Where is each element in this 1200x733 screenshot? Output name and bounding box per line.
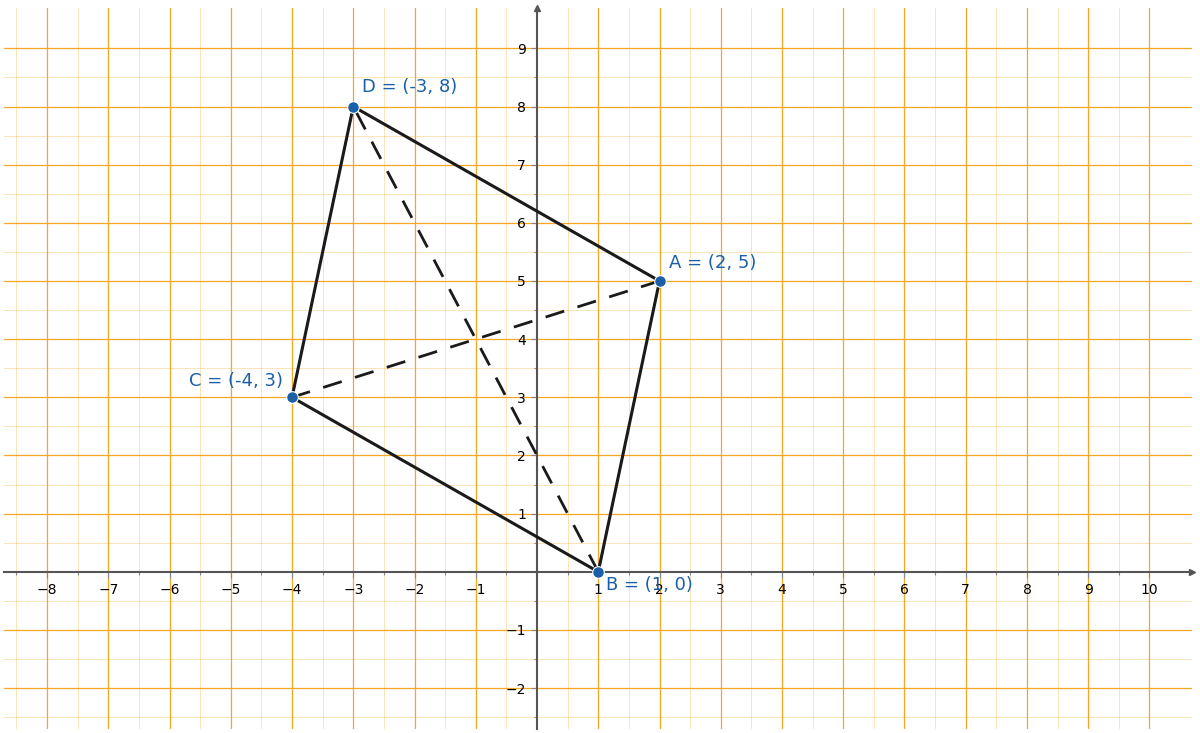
Point <box>343 100 362 112</box>
Point <box>282 391 301 403</box>
Text: D = (-3, 8): D = (-3, 8) <box>362 78 457 96</box>
Text: C = (-4, 3): C = (-4, 3) <box>188 372 283 391</box>
Text: A = (2, 5): A = (2, 5) <box>668 254 756 272</box>
Point <box>650 275 670 287</box>
Text: B = (1, 0): B = (1, 0) <box>606 576 692 594</box>
Point <box>589 566 608 578</box>
